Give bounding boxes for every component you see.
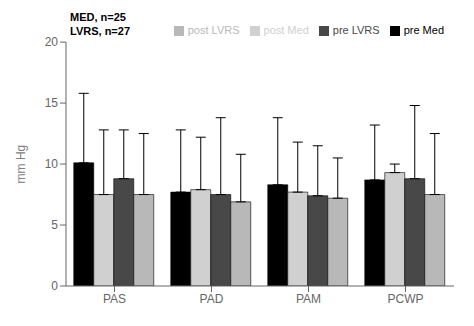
html-text:pre LVRS: pre LVRS xyxy=(332,24,380,36)
svg-text:20: 20 xyxy=(45,35,59,49)
html-text:post Med: post Med xyxy=(263,24,309,36)
svg-text:PAD: PAD xyxy=(200,292,224,306)
html-text:pre Med: pre Med xyxy=(403,24,444,36)
html-text:MED, n=25: MED, n=25 xyxy=(70,11,126,23)
svg-text:PAM: PAM xyxy=(296,292,321,306)
svg-text:PAS: PAS xyxy=(103,292,126,306)
svg-text:5: 5 xyxy=(51,218,58,232)
svg-text:10: 10 xyxy=(45,157,59,171)
svg-text:PCWP: PCWP xyxy=(388,292,424,306)
html-text:LVRS, n=27: LVRS, n=27 xyxy=(70,25,130,37)
html-text:post LVRS: post LVRS xyxy=(187,24,240,36)
svg-text:0: 0 xyxy=(51,279,58,293)
svg-text:15: 15 xyxy=(45,96,59,110)
svg-text:mm Hg: mm Hg xyxy=(14,145,28,184)
